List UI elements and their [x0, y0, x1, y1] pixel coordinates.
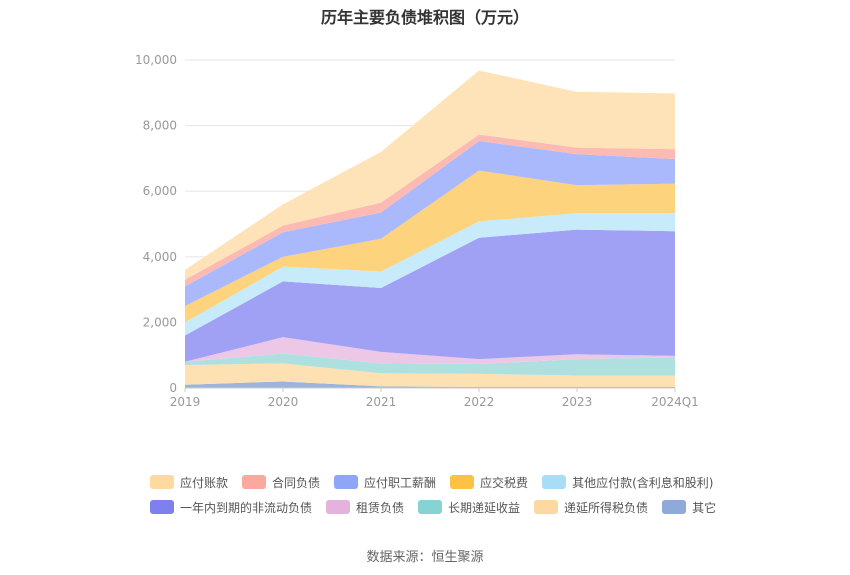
- area-series-7: [185, 141, 675, 306]
- legend-label: 应交税费: [480, 475, 529, 490]
- x-tick-label: 2019: [170, 395, 201, 409]
- legend-label: 其它: [692, 500, 717, 515]
- y-tick-label: 6,000: [143, 184, 177, 198]
- legend-swatch: [150, 500, 174, 514]
- legend: 应付账款 合同负债 应付职工薪酬 应交税费 其他应付款(含利息和股利) 一年内到期的非流动…: [150, 472, 730, 522]
- legend-item[interactable]: 应付账款: [150, 472, 228, 492]
- y-tick-label: 2,000: [143, 315, 177, 329]
- legend-item[interactable]: 其他应付款(含利息和股利): [542, 472, 713, 492]
- y-tick-label: 10,000: [135, 53, 177, 67]
- area-series-group: [185, 70, 675, 388]
- legend-label: 应付账款: [180, 475, 229, 490]
- area-series-6: [185, 170, 675, 323]
- area-series-0: [185, 381, 675, 388]
- legend-swatch: [418, 500, 443, 514]
- legend-item[interactable]: 应付职工薪酬: [334, 472, 436, 492]
- legend-label: 其他应付款(含利息和股利): [572, 475, 714, 490]
- legend-swatch: [334, 475, 359, 489]
- legend-label: 应付职工薪酬: [364, 475, 437, 490]
- legend-label: 长期递延收益: [448, 500, 521, 515]
- legend-row: 一年内到期的非流动负债 租赁负债 长期递延收益 递延所得税负债 其它: [150, 497, 730, 517]
- legend-item[interactable]: 应交税费: [450, 472, 528, 492]
- x-tick-label: 2023: [562, 395, 593, 409]
- legend-item[interactable]: 其它: [662, 497, 716, 517]
- area-series-3: [185, 337, 675, 365]
- area-series-4: [185, 229, 675, 362]
- legend-swatch: [242, 475, 267, 489]
- axes: 0 2,000 4,000 6,000 8,000 10,000 2019 2020 2021 2…: [135, 53, 699, 409]
- area-series-9: [185, 70, 675, 280]
- legend-item[interactable]: 租赁负债: [326, 497, 404, 517]
- legend-swatch: [662, 500, 687, 514]
- y-tick-label: 0: [169, 381, 177, 395]
- legend-swatch: [326, 500, 351, 514]
- legend-swatch: [534, 500, 559, 514]
- area-series-8: [185, 134, 675, 287]
- legend-label: 租赁负债: [356, 500, 405, 515]
- y-tick-label: 4,000: [143, 250, 177, 264]
- chart-title: 历年主要负债堆积图（万元）: [320, 8, 529, 27]
- stacked-area-chart: 0 2,000 4,000 6,000 8,000 10,000 2019 2020 2021 2…: [135, 53, 699, 409]
- legend-row: 应付账款 合同负债 应付职工薪酬 应交税费 其他应付款(含利息和股利): [150, 472, 730, 492]
- legend-item[interactable]: 递延所得税负债: [534, 497, 648, 517]
- legend-swatch: [450, 475, 475, 489]
- x-tick-label: 2020: [268, 395, 299, 409]
- y-tick-label: 8,000: [143, 119, 177, 133]
- x-tick-label: 2022: [464, 395, 495, 409]
- area-series-2: [185, 353, 675, 376]
- area-series-1: [185, 363, 675, 388]
- legend-swatch: [542, 475, 567, 489]
- area-series-5: [185, 213, 675, 336]
- x-tick-label: 2024Q1: [651, 395, 699, 409]
- legend-item[interactable]: 长期递延收益: [418, 497, 520, 517]
- legend-label: 合同负债: [272, 475, 321, 490]
- legend-item[interactable]: 合同负债: [242, 472, 320, 492]
- legend-label: 一年内到期的非流动负债: [180, 500, 313, 515]
- legend-label: 递延所得税负债: [564, 500, 649, 515]
- x-tick-label: 2021: [366, 395, 397, 409]
- data-source: 数据来源：恒生聚源: [366, 550, 484, 565]
- legend-item[interactable]: 一年内到期的非流动负债: [150, 497, 312, 517]
- legend-swatch: [150, 475, 174, 489]
